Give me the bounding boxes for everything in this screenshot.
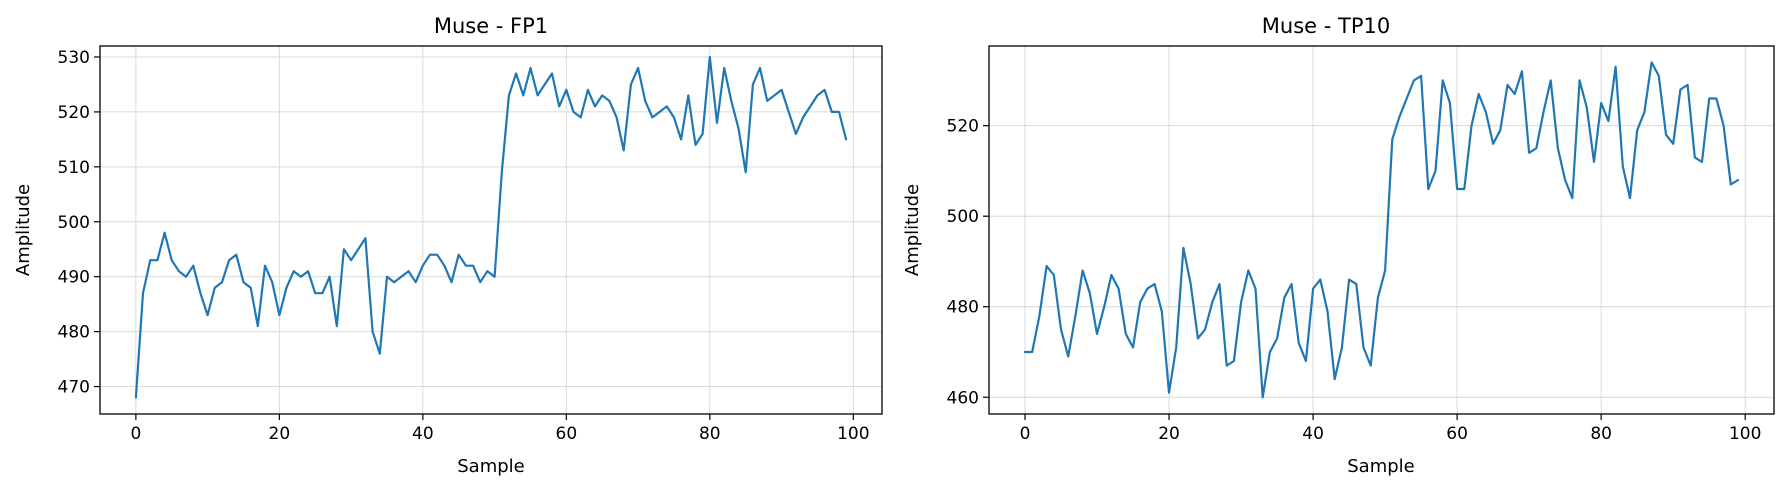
y-axis-label: Amplitude: [13, 184, 34, 276]
y-tick-label: 480: [947, 298, 979, 318]
x-axis-label: Sample: [457, 456, 525, 477]
x-tick-label: 0: [130, 424, 141, 444]
chart-title: Muse - TP10: [1262, 14, 1390, 38]
chart-title: Muse - FP1: [434, 14, 548, 38]
y-tick-label: 500: [947, 207, 979, 227]
x-tick-label: 80: [1590, 424, 1612, 444]
y-tick-label: 500: [58, 213, 90, 233]
y-tick-label: 510: [58, 158, 90, 178]
x-tick-label: 60: [556, 424, 578, 444]
x-tick-label: 0: [1020, 424, 1031, 444]
chart-tp10: Muse - TP10 0 20 40 60 80 100 460 480 500 520 Sam…: [902, 14, 1775, 477]
series-line: [1023, 61, 1740, 399]
x-tick-label: 20: [269, 424, 291, 444]
x-tick-label: 60: [1446, 424, 1468, 444]
y-tick-label: 530: [58, 48, 90, 68]
y-tick-label: 470: [58, 378, 90, 398]
y-tick-label: 520: [947, 117, 979, 137]
series-line: [134, 55, 848, 399]
x-tick-label: 100: [837, 424, 869, 444]
x-tick-label: 40: [1302, 424, 1324, 444]
y-tick-label: 490: [58, 268, 90, 288]
y-tick-label: 520: [58, 103, 90, 123]
x-tick-label: 80: [699, 424, 721, 444]
plot-frame: [99, 45, 883, 415]
y-tick-label: 480: [58, 323, 90, 343]
x-tick-label: 100: [1729, 424, 1761, 444]
y-tick-label: 460: [947, 388, 979, 408]
y-axis-label: Amplitude: [902, 184, 923, 276]
x-tick-label: 40: [412, 424, 434, 444]
plot-frame: [988, 45, 1775, 415]
chart-fp1: Muse - FP1 0 20 40 60 80 100 470 480 490 500 510 52…: [13, 14, 883, 477]
x-tick-label: 20: [1158, 424, 1180, 444]
x-axis-label: Sample: [1347, 456, 1415, 477]
